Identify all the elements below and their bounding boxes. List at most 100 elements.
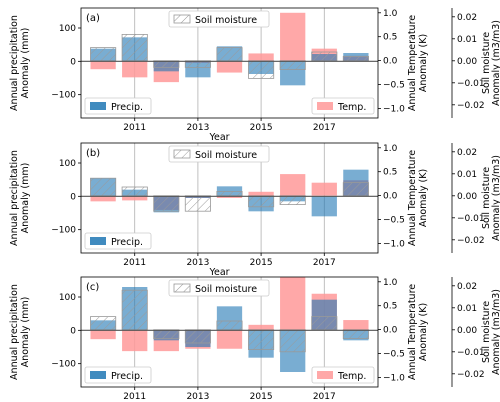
outer-axis-tick-label: 0.01 bbox=[457, 170, 477, 180]
right-axis-label: Annual TemperatureAnomaly (K) bbox=[407, 150, 429, 246]
x-axis-tick-label: 2011 bbox=[123, 258, 146, 268]
soil-moisture-bar bbox=[216, 190, 243, 197]
soil-moisture-legend: Soil moisture bbox=[168, 145, 270, 163]
x-axis-label: Year bbox=[208, 132, 229, 143]
soil-moisture-bar bbox=[90, 316, 117, 331]
temp-bar bbox=[90, 60, 116, 70]
left-axis-tick-label: −100 bbox=[51, 360, 76, 370]
right-axis-label-line-1: Annual Temperature bbox=[407, 150, 418, 246]
right-axis-tick-label: 0.0 bbox=[383, 326, 398, 336]
legend-swatch bbox=[90, 237, 106, 245]
temp-bar bbox=[280, 277, 306, 330]
outer-axis-label: Soil moistureAnomaly (m3/m3) bbox=[481, 289, 500, 375]
x-axis-tick-label: 2013 bbox=[186, 392, 209, 402]
outer-axis-label-line-1: Soil moisture bbox=[481, 32, 492, 94]
soil-moisture-bar bbox=[311, 51, 338, 62]
panel-label: (b) bbox=[86, 148, 100, 159]
outer-axis-tick-label: 0.02 bbox=[457, 148, 477, 158]
legend-frame bbox=[168, 145, 270, 163]
outer-axis-label-line-1: Soil moisture bbox=[481, 167, 492, 229]
legend-swatch bbox=[173, 283, 191, 293]
left-axis-label-line-2: Anomaly (mm) bbox=[20, 297, 31, 368]
soil-moisture-bar bbox=[248, 195, 275, 208]
temp-bar bbox=[122, 60, 148, 78]
legend-swatch bbox=[90, 371, 106, 379]
temp-legend: Temp. bbox=[311, 366, 375, 384]
plot-frame bbox=[80, 142, 379, 254]
precip-legend: Precip. bbox=[84, 232, 152, 250]
temp-legend: Temp. bbox=[311, 97, 375, 115]
left-axis-label-line-1: Annual precipitation bbox=[9, 15, 20, 111]
legend-swatch bbox=[317, 102, 333, 110]
outer-axis-tick-label: −0.01 bbox=[457, 214, 485, 224]
left-axis-tick-label: 100 bbox=[59, 159, 76, 169]
panel-label: (c) bbox=[86, 282, 99, 293]
outer-axis-label-line-2: Anomaly (m3/m3) bbox=[491, 155, 500, 241]
temp-bar bbox=[280, 12, 306, 61]
right-axis-tick-label: −0.5 bbox=[383, 350, 405, 360]
soil-moisture-bar bbox=[121, 34, 148, 62]
right-axis-tick-label: 0.0 bbox=[383, 192, 398, 202]
plot-frame bbox=[80, 276, 379, 388]
outer-axis-tick-label: 0.02 bbox=[457, 282, 477, 292]
legend-label: Precip. bbox=[111, 371, 143, 382]
right-axis-label: Annual TemperatureAnomaly (K) bbox=[407, 284, 429, 380]
outer-axis-label-line-2: Anomaly (m3/m3) bbox=[491, 289, 500, 375]
soil-moisture-legend: Soil moisture bbox=[168, 279, 270, 297]
x-axis-tick-label: 2015 bbox=[250, 123, 273, 133]
soil-moisture-bar bbox=[279, 329, 306, 353]
outer-axis-tick-label: −0.02 bbox=[457, 370, 485, 380]
legend-frame bbox=[168, 279, 270, 297]
outer-axis-tick-label: 0.00 bbox=[457, 192, 477, 202]
legend-swatch bbox=[173, 149, 191, 159]
right-axis-tick-label: 1.0 bbox=[383, 9, 398, 19]
soil-moisture-bar bbox=[248, 329, 275, 350]
soil-moisture-bar bbox=[153, 329, 180, 339]
legend-label: Soil moisture bbox=[195, 284, 257, 295]
soil-moisture-bar bbox=[184, 329, 211, 344]
temp-bar bbox=[90, 195, 116, 202]
right-axis-tick-label: −0.5 bbox=[383, 81, 405, 91]
x-axis-tick-label: 2015 bbox=[250, 258, 273, 268]
outer-axis-tick-label: 0.02 bbox=[457, 13, 477, 23]
outer-axis-tick-label: −0.01 bbox=[457, 348, 485, 358]
temp-bar bbox=[122, 195, 148, 201]
x-axis-tick-label: 2011 bbox=[123, 392, 146, 402]
soil-moisture-bar bbox=[279, 195, 306, 206]
outer-axis-label-line-1: Soil moisture bbox=[481, 301, 492, 363]
legend-label: Temp. bbox=[337, 102, 366, 113]
outer-axis-label: Soil moistureAnomaly (m3/m3) bbox=[481, 155, 500, 241]
right-axis-label-line-2: Anomaly (K) bbox=[418, 34, 429, 92]
right-axis-label-line-2: Anomaly (K) bbox=[418, 169, 429, 227]
right-axis-label-line-1: Annual Temperature bbox=[407, 15, 418, 111]
right-axis-label-line-1: Annual Temperature bbox=[407, 284, 418, 380]
right-axis-tick-label: −1.0 bbox=[383, 104, 405, 114]
legend-label: Temp. bbox=[337, 371, 366, 382]
left-axis-label-line-1: Annual precipitation bbox=[9, 150, 20, 246]
x-axis-tick-label: 2013 bbox=[186, 123, 209, 133]
right-axis-tick-label: 0.5 bbox=[383, 302, 397, 312]
soil-moisture-bar bbox=[121, 289, 148, 331]
right-axis-tick-label: −0.5 bbox=[383, 216, 405, 226]
soil-moisture-bar bbox=[342, 182, 369, 197]
left-axis-tick-label: 0 bbox=[70, 57, 76, 67]
left-axis-tick-label: −100 bbox=[51, 91, 76, 101]
x-axis-tick-label: 2013 bbox=[186, 258, 209, 268]
temp-bar bbox=[248, 324, 274, 330]
soil-moisture-bar bbox=[279, 60, 306, 70]
right-axis-tick-label: −1.0 bbox=[383, 239, 405, 249]
legend-frame bbox=[168, 10, 270, 28]
left-axis-tick-label: 0 bbox=[70, 326, 76, 336]
legend-label: Precip. bbox=[111, 102, 143, 113]
outer-axis-tick-label: 0.01 bbox=[457, 304, 477, 314]
panel-label: (a) bbox=[86, 13, 100, 24]
outer-axis-tick-label: −0.02 bbox=[457, 101, 485, 111]
left-axis-tick-label: 100 bbox=[59, 24, 76, 34]
temp-bar bbox=[216, 329, 243, 349]
temp-bar bbox=[248, 191, 274, 196]
left-axis-label-line-2: Anomaly (mm) bbox=[20, 163, 31, 234]
precip-bar bbox=[311, 196, 337, 217]
soil-moisture-bar bbox=[90, 177, 117, 197]
right-axis-tick-label: 1.0 bbox=[383, 278, 398, 288]
outer-axis-tick-label: −0.02 bbox=[457, 236, 485, 246]
